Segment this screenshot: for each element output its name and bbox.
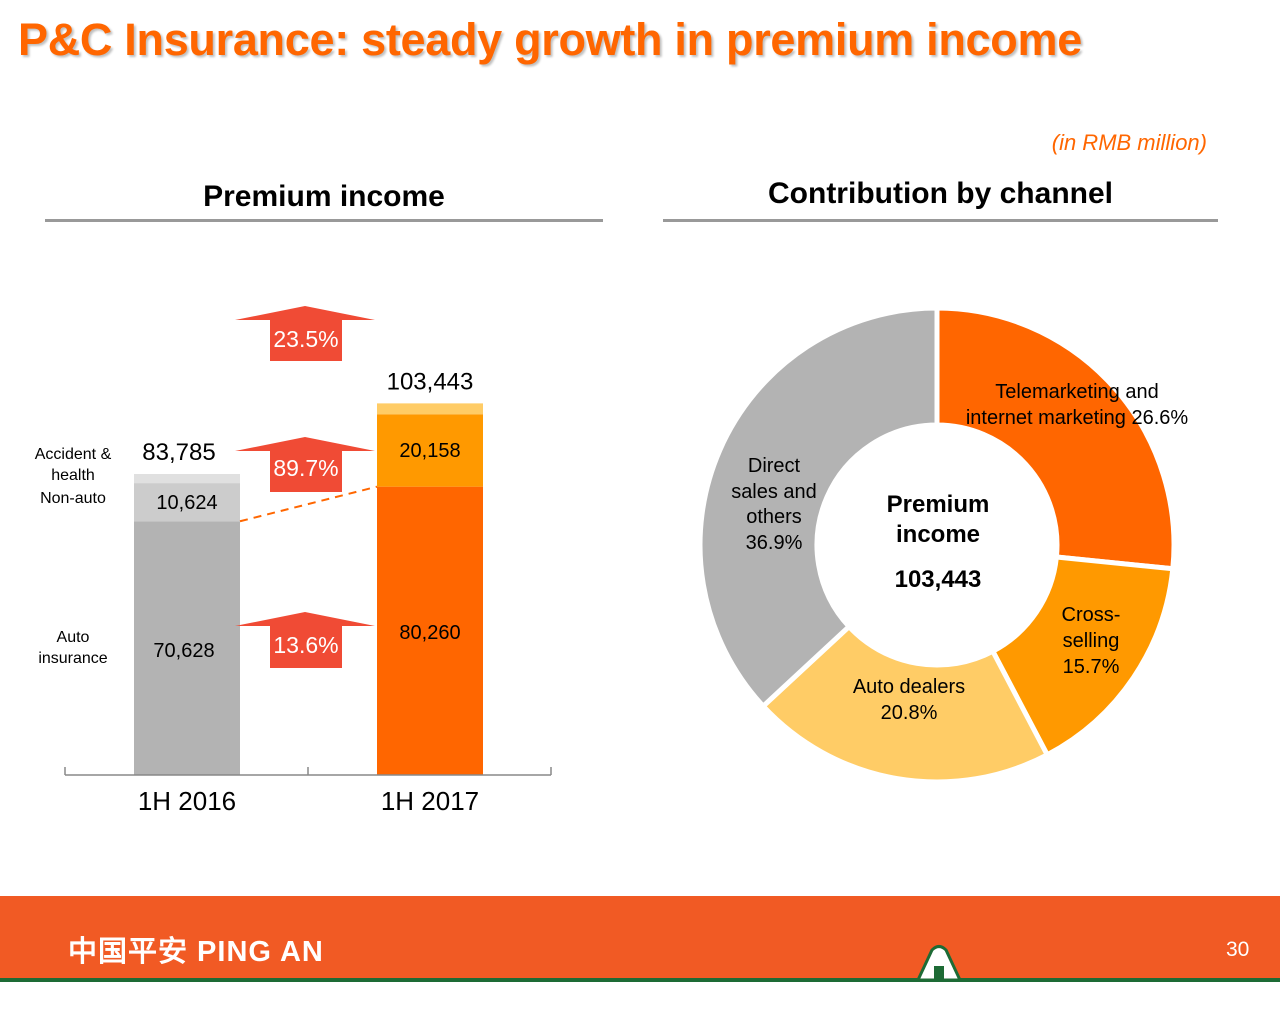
- bar-segment-auto-insurance-0: [134, 521, 240, 775]
- slice-label: 15.7%: [1063, 656, 1120, 678]
- slice-label: internet marketing 26.6%: [966, 407, 1189, 429]
- donut-slice-direct-sales-and-others: [697, 305, 940, 710]
- legend-auto: insurance: [38, 650, 107, 667]
- nonauto-value-label: 10,624: [156, 492, 217, 514]
- slice-label: Direct: [748, 455, 801, 477]
- legend-accident-health: health: [51, 467, 95, 484]
- total-label: 83,785: [142, 439, 215, 466]
- growth-label: 23.5%: [273, 326, 338, 352]
- legend-auto: Auto: [57, 629, 90, 646]
- total-label: 103,443: [387, 368, 474, 395]
- bar-segment-non-auto-0: [134, 483, 240, 522]
- slice-label: Auto dealers: [853, 676, 965, 698]
- slide-title: P&C Insurance: steady growth in premium …: [18, 14, 1082, 65]
- auto-value-label: 80,260: [399, 622, 460, 644]
- heading-rule-right: [663, 219, 1218, 222]
- slice-label: Telemarketing and: [995, 381, 1158, 403]
- slice-label: selling: [1063, 630, 1120, 652]
- bar-segment-accident-health-0: [134, 474, 240, 484]
- growth-arrow-icon: [235, 612, 375, 668]
- slice-label: sales and: [731, 481, 817, 503]
- growth-arrow-icon: [235, 306, 375, 361]
- footer-line: [0, 978, 1280, 982]
- slice-label: Cross-: [1062, 604, 1121, 626]
- premium-income-heading: Premium income: [203, 180, 445, 213]
- auto-growth-connector: [239, 485, 378, 523]
- legend-non-auto: Non-auto: [40, 490, 106, 507]
- donut-slice-telemarketing-and-internet-marketing: [934, 305, 1177, 572]
- growth-arrow-icon: [235, 437, 375, 492]
- x-tick-label: 1H 2016: [138, 786, 236, 816]
- slice-label: 36.9%: [746, 532, 803, 554]
- donut-center-label: income: [896, 521, 980, 548]
- footer-band: [0, 896, 1280, 978]
- bar-segment-accident-health-1: [377, 403, 483, 415]
- donut-center-label: Premium: [887, 491, 990, 518]
- bar-segment-non-auto-1: [377, 414, 483, 487]
- slice-label: 20.8%: [881, 702, 938, 724]
- page-number: 30: [1226, 938, 1250, 961]
- auto-value-label: 70,628: [153, 640, 214, 662]
- donut-center-value: 103,443: [895, 566, 982, 593]
- channel-heading: Contribution by channel: [768, 177, 1113, 210]
- donut-slice-cross-selling: [989, 554, 1176, 759]
- slice-label: others: [746, 506, 802, 528]
- nonauto-value-label: 20,158: [399, 440, 460, 462]
- charts-canvas: 1H 2016 83,785 70,628 10,624 1H 2017 103,443 8…: [35, 305, 1189, 816]
- ping-an-logo: 中国平安 PING AN: [68, 936, 324, 968]
- unit-note: (in RMB million): [1051, 130, 1207, 155]
- growth-label: 13.6%: [273, 632, 338, 658]
- bar-segment-auto-insurance-1: [377, 486, 483, 775]
- donut-slice-auto-dealers: [759, 623, 1051, 785]
- growth-label: 89.7%: [273, 455, 338, 481]
- heading-rule-left: [45, 219, 603, 222]
- x-tick-label: 1H 2017: [381, 786, 479, 816]
- legend-accident-health: Accident &: [35, 446, 112, 463]
